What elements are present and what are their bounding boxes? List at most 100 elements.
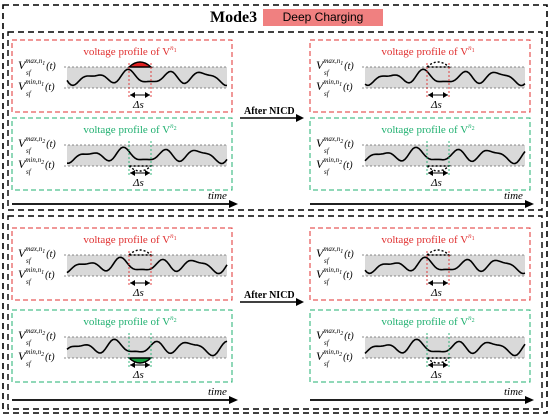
panel-bl-2-vmax-label: Vmax,n2(t)sf [18,327,56,347]
panel-tr-1-vmin-label-text: Vmin,n1(t) [316,78,353,93]
time-axis-bl-arrowhead [229,396,238,404]
panel-bl-1-wave [66,256,228,275]
panel-bl-1-delta-label: Δs [132,287,144,299]
panel-br-1-vmax-label-subscript: sf [324,257,330,265]
time-axis-tr-arrowhead [525,200,534,208]
time-axis-tr-label: time [504,190,523,202]
panel-br-1-vmin-label: Vmin,n1(t)sf [316,266,353,286]
time-axis-tl-label: time [208,190,227,202]
nicd-top-arrowhead [296,114,304,122]
panel-bl-1-vmin-label-subscript: sf [26,278,32,286]
panel-tr-1-vmin-label-subscript: sf [324,90,330,98]
panel-bl-2-delta-arrowheads [130,362,150,368]
panel-tl-1-vmax-label-subscript: sf [26,69,32,77]
panel-bl-2-title: voltage profile of Vn2 [83,314,176,328]
panel-tr-2-title: voltage profile of Vn2 [381,122,474,136]
panel-tl-1-wave [66,68,228,87]
panel-br-2-title: voltage profile of Vn2 [381,314,474,328]
panel-tl-1-delta-arrowheads [130,92,150,98]
panel-tl-2-vmax-label-subscript: sf [26,147,32,155]
panel-tr-2-vmax-label-text: Vmax,n2(t) [316,135,354,150]
panel-tr-2-delta-label: Δs [430,177,442,189]
panel-tl-2-title: voltage profile of Vn2 [83,122,176,136]
panel-bl-2-vmin-label-text: Vmin,n2(t) [18,348,55,363]
panel-tr-1-bump [425,61,451,68]
panel-bl-1-vmin-label: Vmin,n1(t)sf [18,266,55,286]
panel-tl-2-vmin-label-subscript: sf [26,168,32,176]
panel-tr-1-vmax-label: Vmax,n1(t)sf [316,57,354,77]
panel-tl-1-vmin-label-subscript: sf [26,90,32,98]
panel-tr-2-vmin-label-subscript: sf [324,168,330,176]
panel-br-2-delta-label: Δs [430,369,442,381]
panel-bl-2-bump [127,357,153,364]
panel-bl-1-frame [11,227,233,301]
panel-br-2-bump [425,357,451,364]
panel-tr-2-frame [309,117,531,191]
panel-bl-1-vmin-label-text: Vmin,n1(t) [18,266,55,281]
panel-tr-1-title: voltage profile of Vn1 [381,44,474,58]
panel-bl-2-wave [66,338,228,357]
panel-bl-1-band [67,255,227,276]
panel-tl-2-vmax-label: Vmax,n2(t)sf [18,135,56,155]
panel-bl-1-bump [127,249,153,256]
panel-br-1-frame [309,227,531,301]
panel-br-2-wave [364,338,526,357]
panel-br-1-wave [364,256,526,275]
panel-br-2-frame [309,309,531,383]
panel-br-1-vmin-label-text: Vmin,n1(t) [316,266,353,281]
panel-tr-1-vmax-label-subscript: sf [324,69,330,77]
panel-tl-2-vmin-label: Vmin,n2(t)sf [18,156,55,176]
panel-tr-1-vmin-label: Vmin,n1(t)sf [316,78,353,98]
panel-br-1-vmax-label-text: Vmax,n1(t) [316,245,354,260]
panel-tl-1-vmin-label-text: Vmin,n1(t) [18,78,55,93]
nicd-bottom-arrowhead [296,298,304,306]
panel-bl-1-delta-arrowheads [130,280,150,286]
panel-tr-2-vmax-label-subscript: sf [324,147,330,155]
section-top [7,31,543,211]
panel-bl-1-vmax-label-text: Vmax,n1(t) [18,245,56,260]
panel-tr-2-band [365,145,525,166]
panel-tl-1-delta-label: Δs [132,99,144,111]
panel-tl-2-vmin-label-text: Vmin,n2(t) [18,156,55,171]
panel-tl-2-frame [11,117,233,191]
panel-br-1-band [365,255,525,276]
time-axis-br-label: time [504,386,523,398]
panel-br-2-vmin-label-subscript: sf [324,360,330,368]
panel-br-1-vmax-label: Vmax,n1(t)sf [316,245,354,265]
panel-tr-2-delta-arrowheads [428,170,448,176]
panel-tl-2-bump [127,165,153,172]
section-bottom [7,215,543,410]
panel-bl-1-vmax-label: Vmax,n1(t)sf [18,245,56,265]
panel-tl-1-bump [127,61,153,68]
panel-br-2-vmax-label-text: Vmax,n2(t) [316,327,354,342]
panel-tl-2-delta-label: Δs [132,177,144,189]
panel-bl-2-frame [11,309,233,383]
panel-bl-2-vmax-label-subscript: sf [26,339,32,347]
panel-tr-2-bump [425,165,451,172]
time-axis-br-arrowhead [525,396,534,404]
panel-tr-2-vmin-label-text: Vmin,n2(t) [316,156,353,171]
panel-tr-1-delta-arrowheads [428,92,448,98]
panel-br-2-vmax-label: Vmax,n2(t)sf [316,327,354,347]
panel-tl-2-band [67,145,227,166]
panel-tr-2-vmax-label: Vmax,n2(t)sf [316,135,354,155]
panel-bl-1-title: voltage profile of Vn1 [83,232,176,246]
outer-frame [2,4,548,414]
panel-br-1-title: voltage profile of Vn1 [381,232,474,246]
panel-bl-2-vmin-label-subscript: sf [26,360,32,368]
panel-br-2-vmin-label: Vmin,n2(t)sf [316,348,353,368]
panel-bl-2-delta-label: Δs [132,369,144,381]
panel-tr-1-vmax-label-text: Vmax,n1(t) [316,57,354,72]
panel-tl-1-vmin-label: Vmin,n1(t)sf [18,78,55,98]
nicd-bottom-label: After NICD [244,290,295,301]
panel-br-1-delta-label: Δs [430,287,442,299]
panel-br-2-vmin-label-text: Vmin,n2(t) [316,348,353,363]
nicd-top-label: After NICD [244,106,295,117]
panel-tr-2-vmin-label: Vmin,n2(t)sf [316,156,353,176]
panel-tr-1-band [365,67,525,88]
time-axis-bl-label: time [208,386,227,398]
panel-br-1-bump [425,249,451,256]
panel-bl-2-vmax-label-text: Vmax,n2(t) [18,327,56,342]
